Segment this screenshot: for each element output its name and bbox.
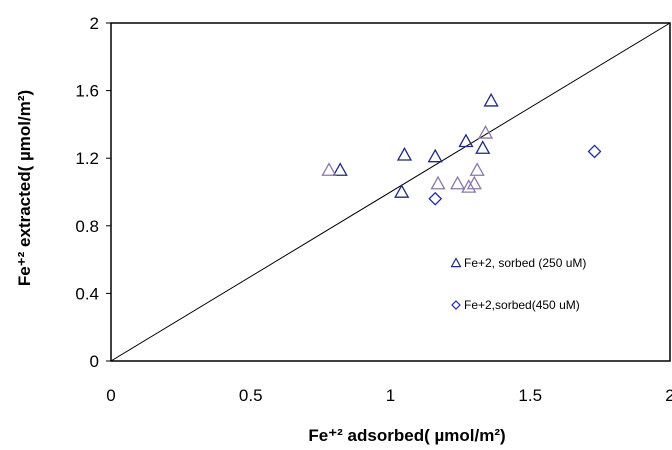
data-point-triangle (427, 148, 443, 163)
y-tick-label: 1.6 (75, 82, 99, 101)
y-tick-label: 0.4 (75, 284, 99, 303)
y-tick-label: 1.2 (75, 149, 99, 168)
data-point-diamond (587, 144, 602, 159)
data-point-triangle (430, 175, 446, 190)
data-point-triangle (475, 140, 491, 154)
x-tick-label: 0.5 (239, 386, 263, 405)
data-point-triangle (469, 162, 485, 176)
data-point-triangle (483, 92, 499, 107)
data-point-triangle (449, 175, 466, 190)
x-axis-ticks: 0 0.5 1 1.5 2 (106, 386, 672, 405)
x-tick-label: 0 (106, 386, 115, 405)
x-tick-label: 2 (665, 386, 672, 405)
data-point-diamond (428, 191, 443, 206)
x-axis-title: Fe⁺² adsorbed( µmol/m²) (308, 426, 505, 445)
data-point-triangle (461, 179, 477, 193)
identity-line (110, 22, 671, 362)
y-tick-label: 0 (90, 352, 99, 371)
legend: Fe+2, sorbed (250 uM) Fe+2,sorbed(450 uM) (450, 256, 586, 312)
x-tick-label: 1 (386, 386, 395, 405)
y-axis-title: Fe⁺² extracted( µmol/m²) (15, 90, 34, 286)
data-point-triangle (396, 146, 413, 161)
data-points (321, 92, 602, 206)
data-point-triangle (466, 175, 482, 190)
y-tick-label: 0.8 (75, 217, 99, 236)
legend-label: Fe+2,sorbed(450 uM) (464, 298, 580, 312)
legend-marker (451, 300, 461, 310)
legend-label: Fe+2, sorbed (250 uM) (464, 256, 586, 270)
data-point-triangle (394, 184, 410, 198)
data-point-triangle (458, 133, 474, 148)
legend-marker (450, 257, 462, 268)
data-point-triangle (477, 125, 494, 139)
data-point-triangle (321, 162, 337, 176)
identity-line-path (110, 22, 671, 362)
y-axis-ticks: 0 0.4 0.8 1.2 1.6 2 (75, 14, 111, 371)
data-point-triangle (332, 162, 348, 176)
x-tick-label: 1.5 (518, 386, 542, 405)
y-tick-label: 2 (90, 14, 99, 33)
